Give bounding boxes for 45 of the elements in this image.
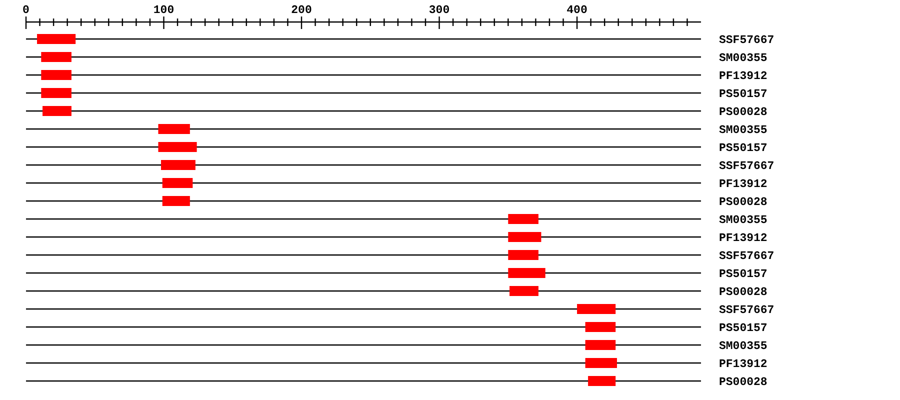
y-tick-label: PS50157 [719, 88, 768, 101]
bar [508, 232, 542, 242]
x-tick-label: 200 [291, 4, 312, 17]
bar [577, 304, 616, 314]
x-tick-label: 300 [428, 4, 450, 17]
x-tick-label: 400 [566, 4, 588, 17]
y-tick-label: SM00355 [719, 124, 768, 137]
y-tick-label: PS50157 [719, 322, 768, 335]
y-tick-label: SM00355 [719, 214, 768, 227]
y-tick-label: PS00028 [719, 286, 768, 299]
bar [585, 358, 617, 368]
bar [41, 88, 72, 98]
y-tick-label: PS00028 [719, 376, 768, 389]
y-tick-label: SM00355 [719, 52, 768, 65]
bar [37, 34, 76, 44]
bar [588, 376, 616, 386]
bar [158, 142, 197, 152]
bar [510, 286, 538, 296]
y-tick-label: SSF57667 [719, 250, 774, 263]
bar [162, 178, 193, 188]
y-tick-label: PS50157 [719, 268, 768, 281]
bar [508, 214, 538, 224]
bar [585, 340, 616, 350]
y-tick-label: SSF57667 [719, 160, 774, 173]
x-tick-label: 0 [22, 4, 30, 17]
y-tick-label: PS00028 [719, 196, 768, 209]
y-tick-label: SM00355 [719, 340, 768, 353]
bar [41, 70, 72, 80]
y-tick-label: PS00028 [719, 106, 768, 119]
y-tick-label: PF13912 [719, 70, 768, 83]
bar [585, 322, 616, 332]
bar [158, 124, 190, 134]
bar [508, 250, 538, 260]
bar [42, 106, 72, 116]
y-tick-label: SSF57667 [719, 34, 774, 47]
bar [161, 160, 196, 170]
bar [162, 196, 190, 206]
y-tick-label: PF13912 [719, 178, 768, 191]
y-tick-label: PF13912 [719, 232, 768, 245]
y-tick-label: PS50157 [719, 142, 768, 155]
x-tick-label: 100 [153, 4, 174, 17]
y-tick-label: PF13912 [719, 358, 768, 371]
y-tick-label: SSF57667 [719, 304, 774, 317]
bar [41, 52, 72, 62]
bar [508, 268, 546, 278]
